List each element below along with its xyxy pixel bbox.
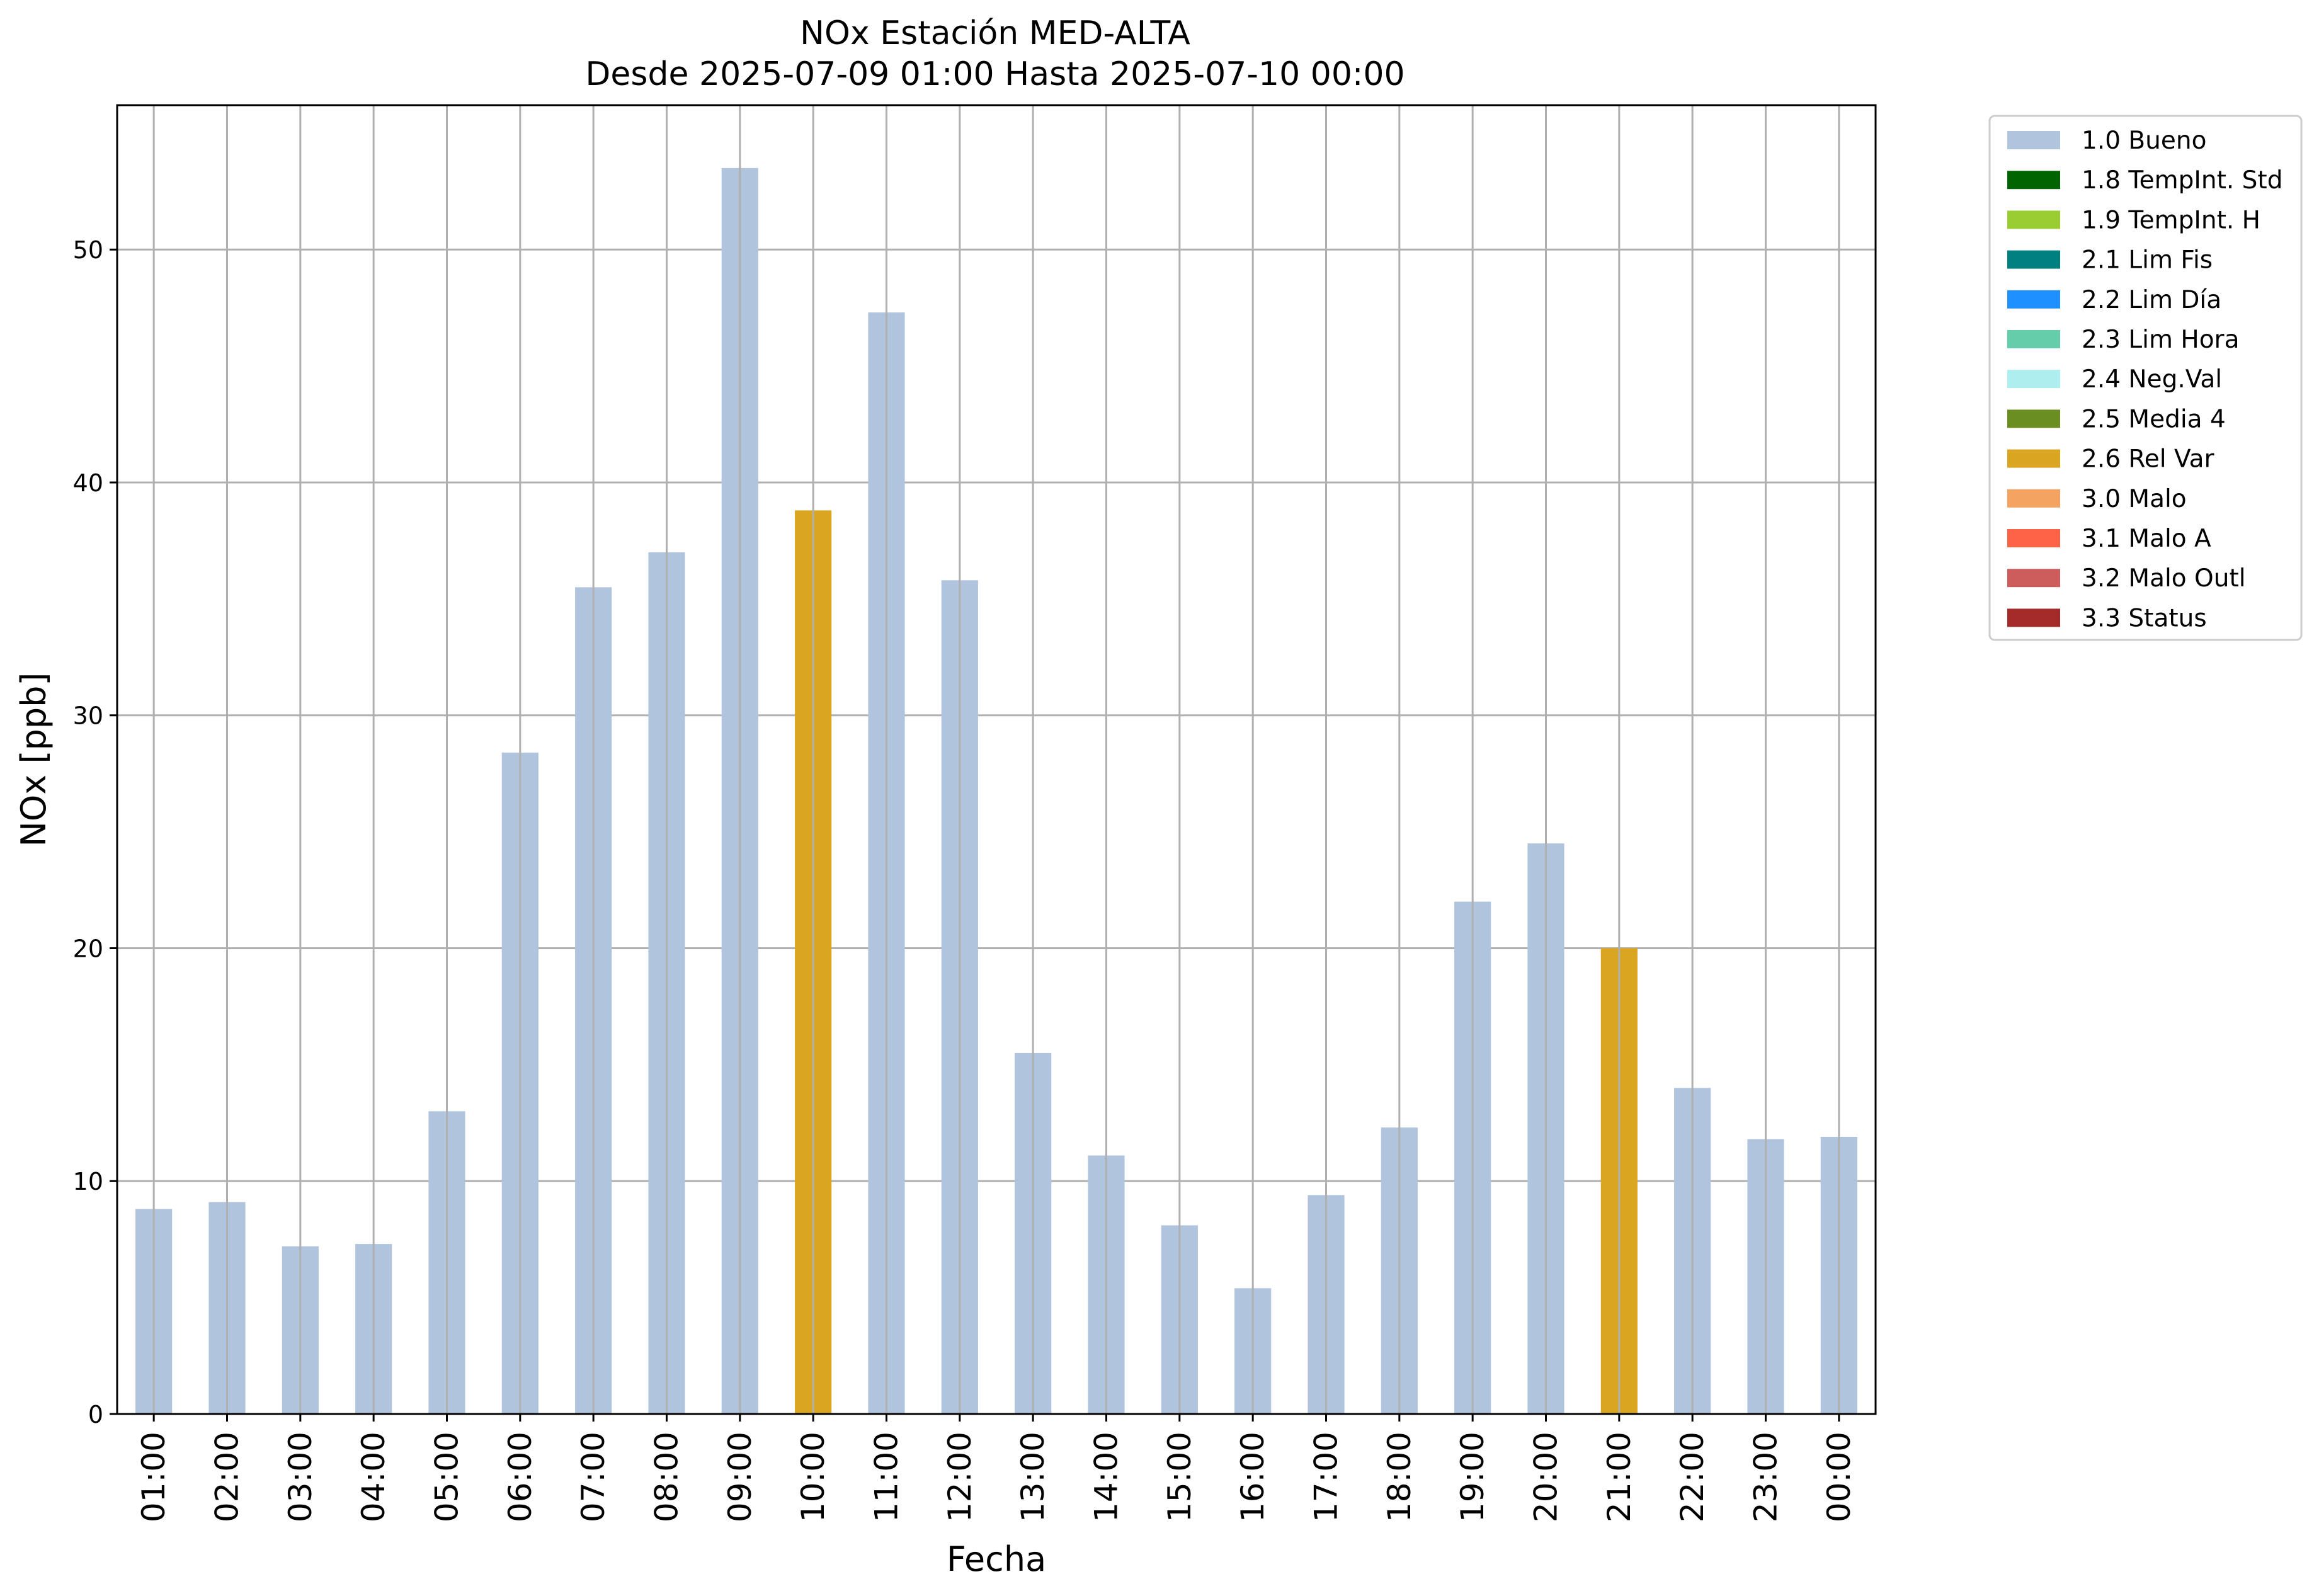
x-tick-label: 03:00 <box>282 1432 319 1522</box>
legend-label: 3.2 Malo Outl <box>2082 564 2246 593</box>
vertical-grid-lines <box>152 105 1840 1414</box>
x-tick-label: 17:00 <box>1308 1432 1345 1522</box>
chart-title: NOx Estación MED-ALTA <box>800 14 1190 52</box>
legend-label: 2.3 Lim Hora <box>2082 326 2240 354</box>
y-tick-label: 10 <box>73 1168 103 1195</box>
x-tick-label: 22:00 <box>1674 1432 1711 1522</box>
y-tick-label: 0 <box>88 1401 103 1428</box>
legend-label: 1.9 TempInt. H <box>2082 206 2260 234</box>
x-tick-label: 13:00 <box>1015 1432 1051 1522</box>
x-tick-label: 16:00 <box>1234 1432 1271 1522</box>
legend-swatch <box>2007 608 2060 627</box>
x-tick-label: 18:00 <box>1381 1432 1418 1522</box>
legend-label: 3.3 Status <box>2082 604 2207 632</box>
x-tick-label: 23:00 <box>1748 1432 1784 1522</box>
legend-label: 2.5 Media 4 <box>2082 405 2226 433</box>
legend-swatch <box>2007 370 2060 389</box>
x-tick-label: 07:00 <box>575 1432 612 1522</box>
legend-swatch <box>2007 489 2060 508</box>
x-tick-label: 09:00 <box>722 1432 758 1522</box>
legend-swatch <box>2007 529 2060 547</box>
legend-swatch <box>2007 131 2060 149</box>
legend-swatch <box>2007 569 2060 588</box>
legend-label: 3.0 Malo <box>2082 485 2187 513</box>
x-tick-label: 04:00 <box>355 1432 392 1522</box>
x-axis-ticks: 01:00 02:00 03:00 04:00 05:00 06:00 07:00 08:00… <box>135 1414 1857 1522</box>
x-axis-label: Fecha <box>947 1539 1046 1579</box>
plot-frame <box>116 104 1877 1415</box>
legend-label: 2.2 Lim Día <box>2082 286 2221 314</box>
y-axis-label: NOx [ppb] <box>14 673 54 847</box>
legend-label: 2.4 Neg.Val <box>2082 365 2222 394</box>
legend-frame <box>1988 115 2303 641</box>
y-tick-label: 40 <box>73 469 103 497</box>
legend-label: 3.1 Malo A <box>2082 525 2211 553</box>
legend-swatch <box>2007 409 2060 428</box>
x-tick-label: 15:00 <box>1161 1432 1198 1522</box>
x-tick-label: 05:00 <box>429 1432 465 1522</box>
x-tick-label: 06:00 <box>502 1432 538 1522</box>
y-tick-label: 30 <box>73 702 103 730</box>
x-tick-label: 11:00 <box>869 1432 905 1522</box>
x-tick-label: 10:00 <box>795 1432 831 1522</box>
legend-swatch <box>2007 290 2060 309</box>
y-tick-label: 20 <box>73 935 103 962</box>
x-tick-label: 00:00 <box>1821 1432 1857 1522</box>
legend-label: 1.0 Bueno <box>2082 127 2206 155</box>
y-axis-ticks: 0 10 20 30 40 50 <box>73 236 117 1428</box>
legend: 1.0 Bueno 1.8 TempInt. Std 1.9 TempInt. H 2… <box>1988 115 2303 641</box>
legend-swatch <box>2007 250 2060 269</box>
legend-swatch <box>2007 171 2060 190</box>
legend-swatch <box>2007 330 2060 348</box>
x-tick-label: 08:00 <box>649 1432 685 1522</box>
legend-label: 2.1 Lim Fis <box>2082 246 2213 275</box>
x-tick-label: 21:00 <box>1601 1432 1638 1522</box>
x-tick-label: 12:00 <box>942 1432 978 1522</box>
y-tick-label: 50 <box>73 236 103 264</box>
legend-swatch <box>2007 210 2060 229</box>
chart-subtitle: Desde 2025-07-09 01:00 Hasta 2025-07-10 … <box>585 55 1405 93</box>
x-tick-label: 19:00 <box>1454 1432 1491 1522</box>
x-tick-label: 14:00 <box>1088 1432 1125 1522</box>
x-tick-label: 20:00 <box>1528 1432 1564 1522</box>
x-tick-label: 01:00 <box>135 1432 172 1522</box>
x-tick-label: 02:00 <box>209 1432 246 1522</box>
legend-swatch <box>2007 449 2060 468</box>
legend-label: 1.8 TempInt. Std <box>2082 166 2282 195</box>
legend-label: 2.6 Rel Var <box>2082 445 2215 474</box>
